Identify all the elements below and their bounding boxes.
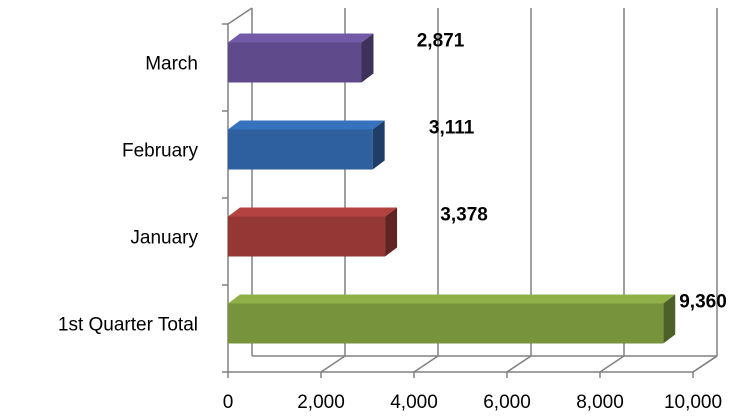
- bar-top-face: [228, 208, 397, 217]
- data-label: 2,871: [417, 31, 465, 52]
- x-tick-label: 10,000: [664, 392, 722, 413]
- category-label: February: [122, 141, 199, 162]
- bar-top-face: [228, 34, 374, 43]
- category-label: January: [130, 228, 198, 249]
- data-label: 3,111: [429, 118, 475, 139]
- x-tick-label: 2,000: [297, 392, 345, 413]
- floor-gridline: [414, 356, 438, 372]
- x-tick-label: 8,000: [576, 392, 624, 413]
- bar-2: [228, 208, 397, 257]
- floor-gridline: [693, 356, 717, 372]
- side-wall-top-edge: [228, 8, 252, 24]
- x-tick-label: 4,000: [390, 392, 438, 413]
- floor-gridline: [600, 356, 624, 372]
- bar-front-face: [228, 217, 385, 257]
- bar-3: [228, 121, 385, 170]
- bar-top-face: [228, 295, 675, 304]
- bar-4: [228, 34, 374, 83]
- bars: 9,360 3,378 3,111 2,871: [228, 31, 727, 344]
- bar-1: [228, 295, 675, 344]
- bar-top-face: [228, 121, 385, 130]
- category-label: March: [145, 54, 198, 75]
- data-label: 9,360: [679, 292, 727, 313]
- category-label: 1st Quarter Total: [58, 315, 198, 336]
- x-tick-label: 0: [223, 392, 234, 413]
- data-label: 3,378: [440, 205, 488, 226]
- x-tick-label: 6,000: [483, 392, 531, 413]
- floor-gridline: [507, 356, 531, 372]
- bar-front-face: [228, 43, 362, 83]
- bar-front-face: [228, 130, 373, 170]
- floor-gridline: [321, 356, 345, 372]
- bar-front-face: [228, 304, 663, 344]
